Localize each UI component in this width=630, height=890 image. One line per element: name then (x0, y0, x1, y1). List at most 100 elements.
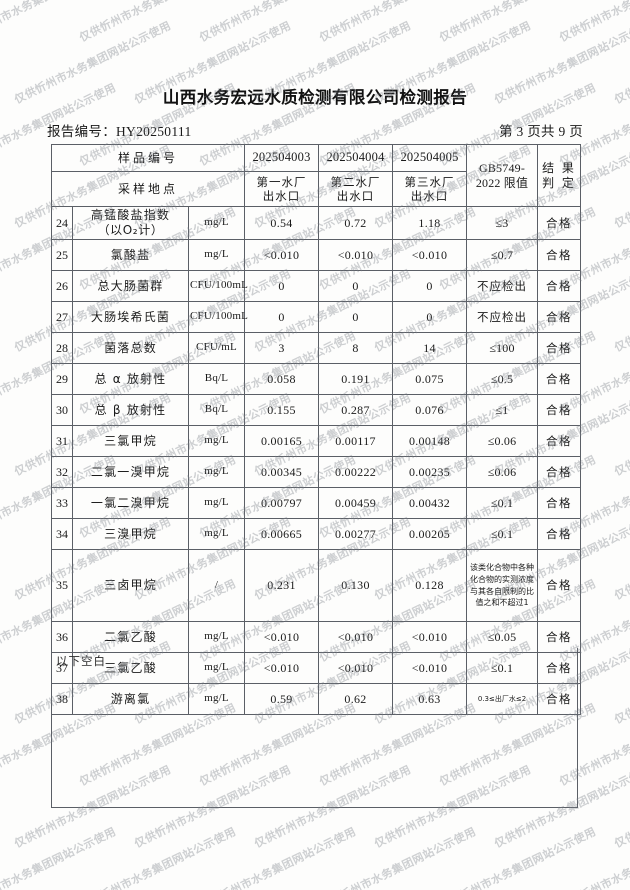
row-item-name: 游离氯 (72, 683, 189, 715)
row-value-sample-2: 0.130 (318, 549, 394, 622)
row-item-name: 三溴甲烷 (72, 518, 189, 550)
row-value-sample-2: 0.00459 (318, 487, 394, 519)
row-value-sample-3: <0.010 (392, 239, 468, 271)
row-value-sample-1: 0.155 (244, 394, 320, 426)
table-row: 35 三卤甲烷/0.231 0.130 0.128 该类化合物中各种化合物的实测浓度与其… (51, 549, 582, 622)
row-number: 24 (51, 206, 73, 240)
row-verdict: 合格 (537, 363, 582, 395)
row-value-sample-3: 14 (392, 332, 468, 364)
row-verdict: 合格 (537, 394, 582, 426)
header-sample-number-2: 202504004 (318, 144, 394, 172)
row-standard-limit: ≤1 (466, 394, 539, 426)
table-row: 25 氯酸盐 mg/L <0.010 <0.010 <0.010 ≤0.7 合格 (51, 239, 582, 271)
page-title: 山西水务宏远水质检测有限公司检测报告 (162, 88, 468, 107)
header-standard-limit: GB5749- 2022 限值 (466, 144, 539, 207)
row-item-name: 一氯二溴甲烷 (72, 487, 189, 519)
row-standard-limit: 0.3≤出厂水≤2 (466, 683, 539, 715)
row-value-sample-3: 0 (392, 301, 468, 333)
header-sample-number-3: 202504005 (392, 144, 468, 172)
row-number: 27 (51, 301, 73, 333)
table-row: 30 总 β 放射性 Bq/L 0.155 0.287 0.076 ≤1 合格 (51, 394, 582, 426)
row-verdict: 合格 (537, 332, 582, 364)
row-number: 30 (51, 394, 73, 426)
table-row: 37 三氯乙酸 mg/L <0.010 <0.010 <0.010 ≤0.1 合格 (51, 652, 582, 684)
blank-continuation-area (51, 648, 578, 808)
header-verdict: 结 果判 定 (537, 144, 582, 207)
row-value-sample-2: 0 (318, 301, 394, 333)
row-value-sample-3: 0.00148 (392, 425, 468, 457)
row-item-name: 总 α 放射性 (72, 363, 189, 395)
row-number: 26 (51, 270, 73, 302)
table-row: 26 总大肠菌群 CFU/100mL 0 0 0 不应检出 合格 (51, 270, 582, 302)
row-number: 33 (51, 487, 73, 519)
row-value-sample-3: 0.00235 (392, 456, 468, 488)
row-standard-limit: ≤0.1 (466, 518, 539, 550)
row-value-sample-1: 0.54 (244, 206, 320, 240)
row-item-name: 氯酸盐 (72, 239, 189, 271)
row-unit: mg/L (187, 487, 246, 519)
row-verdict: 合格 (537, 425, 582, 457)
row-value-sample-1: 0.59 (244, 683, 320, 715)
row-unit: mg/L (187, 518, 246, 550)
row-verdict: 合格 (537, 239, 582, 271)
row-item-name: 二氯一溴甲烷 (72, 456, 189, 488)
row-number: 34 (51, 518, 73, 550)
table-header-sampling-site: 采样地点 第一水厂 出水口 第二水厂 出水口 第三水厂 出水口 (50, 171, 581, 207)
row-item-name: 三氯甲烷 (72, 425, 189, 457)
row-value-sample-2: <0.010 (318, 239, 394, 271)
row-value-sample-2: 0.00277 (318, 518, 394, 550)
row-unit: CFU/100mL (187, 270, 248, 302)
row-standard-limit: ≤0.5 (466, 363, 539, 395)
row-item-name: 菌落总数 (72, 332, 189, 364)
row-unit: Bq/L (187, 394, 246, 426)
row-standard-limit: 不应检出 (466, 270, 539, 302)
row-value-sample-2: 0.00222 (318, 456, 394, 488)
row-unit: mg/L (187, 425, 246, 457)
row-value-sample-3: 0.076 (392, 394, 468, 426)
row-value-sample-2: <0.010 (318, 652, 394, 684)
water-quality-results-table: 样品编号 202504003 202504004 202504005 GB5749- 20… (50, 144, 582, 715)
row-unit: CFU/mL (187, 332, 246, 364)
header-sampling-site-3: 第三水厂 出水口 (392, 171, 468, 207)
row-standard-limit: ≤0.1 (466, 487, 539, 519)
row-value-sample-2: 0.72 (318, 206, 394, 240)
row-value-sample-1: <0.010 (244, 239, 320, 271)
table-header-sample-no: 样品编号 202504003 202504004 202504005 GB5749- 20… (50, 144, 582, 207)
row-standard-limit: ≤0.06 (466, 425, 539, 457)
row-verdict: 合格 (537, 270, 582, 302)
row-verdict: 合格 (537, 652, 582, 684)
row-unit: mg/L (187, 621, 246, 653)
row-value-sample-1: 0.058 (244, 363, 320, 395)
row-number: 29 (51, 363, 73, 395)
header-sample-no-label: 样品编号 (50, 144, 246, 172)
row-unit: mg/L (187, 652, 246, 684)
row-value-sample-1: 0.00797 (244, 487, 320, 519)
row-verdict: 合格 (537, 518, 582, 550)
row-item-name: 大肠埃希氏菌 (72, 301, 189, 333)
row-value-sample-1: 0.00665 (244, 518, 320, 550)
row-unit: mg/L (187, 683, 246, 715)
row-value-sample-1: 3 (244, 332, 320, 364)
table-row: 34 三溴甲烷 mg/L 0.00665 0.00277 0.00205 ≤0.1 合格 (51, 518, 582, 550)
row-verdict: 合格 (537, 206, 582, 240)
row-number: 35 (51, 549, 73, 622)
table-row: 38 游离氯 mg/L 0.59 0.62 0.63 0.3≤出厂水≤2 合格 (51, 683, 582, 715)
row-value-sample-3: 0 (392, 270, 468, 302)
table-row: 33 一氯二溴甲烷 mg/L 0.00797 0.00459 0.00432 ≤0.1 合格 (51, 487, 582, 519)
row-number: 32 (51, 456, 73, 488)
row-unit: mg/L (187, 456, 246, 488)
row-value-sample-2: 0.00117 (318, 425, 394, 457)
row-verdict: 合格 (537, 456, 582, 488)
report-meta: 报告编号：HY20250111 第 3 页共 9 页 (47, 120, 583, 140)
row-standard-limit: ≤0.05 (466, 621, 539, 653)
row-verdict: 合格 (537, 549, 582, 622)
header-sampling-site-2: 第二水厂 出水口 (318, 171, 394, 207)
row-value-sample-1: 0 (244, 301, 320, 333)
table-row: 32 二氯一溴甲烷 mg/L 0.00345 0.00222 0.00235 ≤0.06 合格 (51, 456, 582, 488)
row-unit: / (187, 549, 246, 622)
row-standard-limit: ≤100 (466, 332, 539, 364)
row-standard-limit: 该类化合物中各种化合物的实测浓度与其各自限制的比值之和不超过1 (466, 549, 539, 622)
row-standard-limit: ≤0.7 (466, 239, 539, 271)
row-value-sample-2: 8 (318, 332, 394, 364)
row-value-sample-3: 1.18 (392, 206, 468, 240)
